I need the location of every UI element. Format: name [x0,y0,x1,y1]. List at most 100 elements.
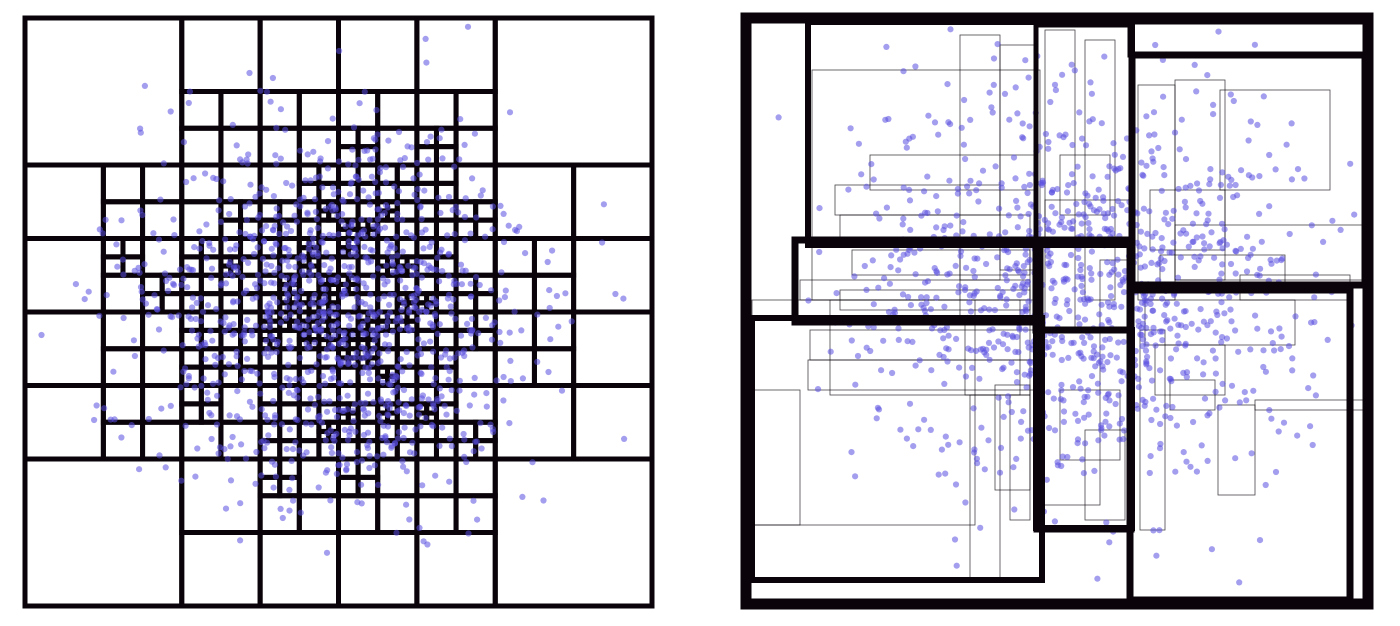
data-point [405,327,412,334]
data-point [264,345,271,352]
data-point [414,197,421,204]
data-point [249,236,257,243]
data-point [1235,348,1242,355]
data-point [961,96,968,104]
data-point [422,414,429,421]
data-point [1120,338,1127,345]
data-point [1212,388,1219,395]
data-point [995,394,1002,401]
data-point [389,269,397,276]
data-point [289,446,297,453]
quadtree-cell [140,162,185,205]
data-point [1138,324,1145,332]
data-point [197,295,204,302]
data-point [1157,328,1164,335]
quadtree-cells [22,15,655,609]
data-point [1222,397,1229,404]
data-point [429,400,437,407]
data-point [1148,259,1155,266]
data-point [1135,318,1142,325]
data-point [1046,263,1053,270]
data-point [384,249,391,256]
data-point [1086,265,1093,272]
data-point [446,355,453,362]
data-point [1218,339,1225,346]
data-point [473,274,480,281]
data-point [341,287,348,294]
data-point [423,139,431,146]
data-point [967,116,974,123]
data-point [400,386,408,394]
data-point [946,177,953,184]
data-point [1159,295,1166,302]
data-point [384,278,391,285]
data-point [354,232,361,239]
data-point [1014,204,1021,211]
data-point [1117,368,1124,375]
data-point [852,473,859,480]
data-point [895,336,902,343]
data-point [909,338,916,345]
data-point [1026,123,1033,130]
data-point [290,392,297,399]
data-point [941,303,948,310]
data-point [816,248,823,256]
data-point [1173,346,1180,353]
data-point [1169,215,1176,222]
data-point [1103,410,1110,417]
data-point [292,263,299,271]
rtree-leaf-box [1154,344,1226,396]
data-point [1329,217,1336,224]
data-point [451,354,458,361]
data-point [345,242,353,250]
data-point [1175,340,1182,347]
data-point [562,290,569,297]
data-point [1080,399,1087,406]
data-point [339,248,346,255]
data-point [500,397,507,404]
data-point [976,180,983,187]
data-point [433,301,440,308]
data-point [319,184,326,191]
data-point [1228,318,1235,325]
data-point [990,55,998,62]
data-point [1194,355,1201,362]
data-point [1152,41,1159,49]
data-point [1048,189,1055,196]
quadtree-cell [453,456,498,499]
data-point [976,375,983,382]
data-point [333,470,340,477]
data-point [1167,376,1174,383]
data-point [1140,205,1147,212]
data-point [379,379,386,386]
data-point [994,254,1001,261]
data-point [942,470,949,477]
data-point [412,305,419,312]
data-point [411,450,418,457]
data-point [394,210,401,217]
data-point [427,302,434,309]
data-point [1074,163,1081,170]
data-point [883,204,891,211]
data-point [254,244,261,251]
data-point [1204,457,1211,464]
data-point [137,207,144,214]
data-point [1099,353,1106,360]
data-point [339,358,346,366]
data-point [1091,467,1098,474]
data-point [239,273,246,280]
data-point [1139,171,1146,178]
data-point [997,444,1005,451]
data-point [1073,200,1080,208]
data-point [1221,226,1228,233]
data-point [1254,121,1261,128]
data-point [336,380,343,387]
data-point [961,286,969,294]
data-point [227,477,235,484]
data-point [244,316,251,323]
data-point [522,250,529,257]
data-point [409,272,416,279]
data-point [963,264,970,271]
data-point [170,281,178,289]
data-point [1143,341,1150,348]
